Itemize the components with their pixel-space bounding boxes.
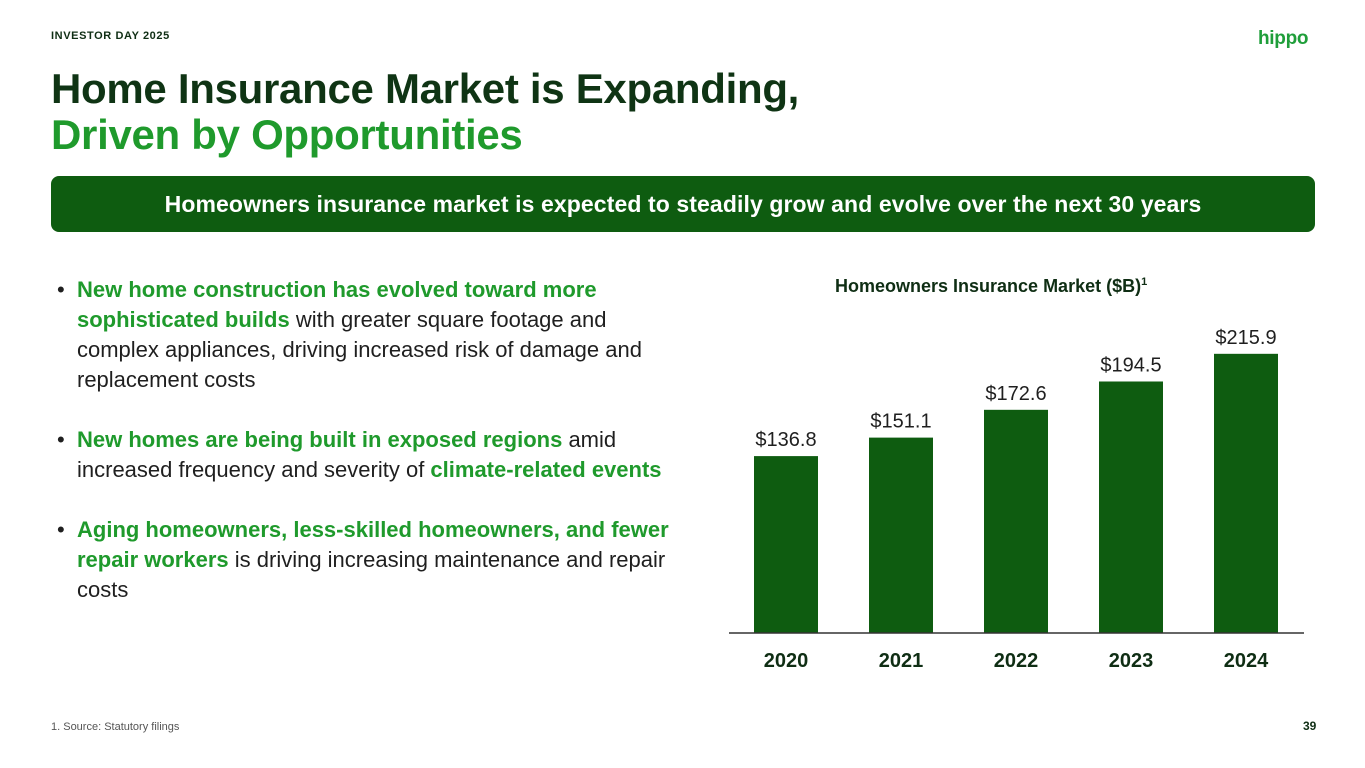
data-label: $194.5 (1100, 354, 1161, 376)
hippo-logo: hippo (1258, 28, 1309, 49)
bullet-text: with greater square footage and complex … (77, 307, 642, 392)
page-number: 39 (1303, 719, 1317, 733)
bullet-highlight: Aging homeowners, less-skilled homeowner… (77, 517, 669, 572)
data-label: $172.6 (985, 383, 1046, 405)
x-tick-label: 2022 (994, 650, 1039, 672)
chart-title-text: Homeowners Insurance Market ($B) (835, 276, 1142, 296)
page-title: Home Insurance Market is Expanding, Driv… (51, 66, 799, 158)
bullet-list: New home construction has evolved toward… (57, 275, 672, 635)
bullet-item: New homes are being built in exposed reg… (57, 425, 672, 485)
chart-title-footnote-marker: 1 (1141, 276, 1148, 288)
headline-banner: Homeowners insurance market is expected … (51, 176, 1315, 232)
bullet-item: Aging homeowners, less-skilled homeowner… (57, 515, 672, 605)
bar-chart: $136.8 2020 $151.1 2021 $172.6 2022 $194.5 2023… (729, 327, 1304, 672)
banner-text: Homeowners insurance market is expected … (164, 190, 1202, 217)
title-line-1: Home Insurance Market is Expanding, (51, 65, 800, 112)
x-tick-label: 2020 (764, 650, 809, 672)
bullet-highlight: climate-related events (430, 457, 662, 482)
x-tick-label: 2021 (879, 650, 924, 672)
bar-2023 (1099, 381, 1163, 633)
chart-title: Homeowners Insurance Market ($B)1 (835, 276, 1147, 297)
bullet-text: is driving increasing maintenance and re… (77, 547, 666, 602)
data-label: $136.8 (755, 429, 816, 451)
bullet-highlight: New homes are being built in exposed reg… (77, 427, 563, 452)
footnote: 1. Source: Statutory filings (51, 721, 180, 733)
bar-2020 (754, 456, 818, 633)
eyebrow-label: INVESTOR DAY 2025 (51, 30, 170, 42)
x-tick-label: 2024 (1224, 650, 1269, 672)
data-label: $151.1 (870, 411, 931, 433)
data-label: $215.9 (1215, 327, 1276, 349)
title-line-2: Driven by Opportunities (51, 111, 523, 158)
bullet-highlight: New home construction has evolved toward… (77, 277, 597, 332)
bar-2021 (869, 437, 933, 633)
bullet-text: amid increased frequency and severity of (77, 427, 617, 482)
x-tick-label: 2023 (1109, 650, 1154, 672)
bar-2022 (984, 409, 1048, 633)
bar-2024 (1214, 353, 1278, 633)
bullet-item: New home construction has evolved toward… (57, 275, 672, 395)
